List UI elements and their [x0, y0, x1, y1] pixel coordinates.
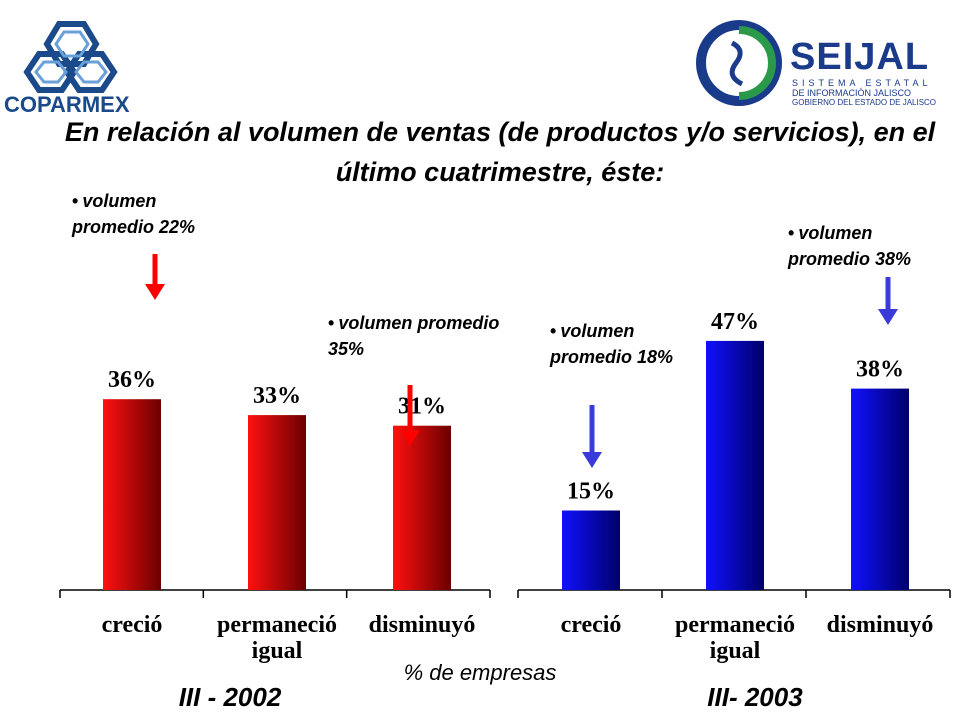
- chart-title: En relación al volumen de ventas (de pro…: [64, 117, 936, 187]
- seijal-line1: SISTEMA ESTATAL: [792, 78, 932, 88]
- arrow-left-creci-head: [145, 284, 165, 300]
- seijal-line2: DE INFORMACIÓN JALISCO: [792, 88, 912, 98]
- axis-title: % de empresas: [403, 660, 557, 685]
- right-bar-2: [851, 388, 909, 590]
- period-left: III - 2002: [178, 682, 282, 712]
- left-category-label-2: disminuyó: [369, 612, 476, 638]
- period-right: III- 2003: [707, 682, 803, 712]
- right-value-label-0: 15%: [567, 479, 615, 505]
- arrow-right-dism-head: [878, 309, 898, 325]
- note-left-dism-text: volumen promedio 35%: [328, 313, 500, 359]
- left-value-label-2: 31%: [398, 394, 446, 420]
- seijal-emblem-icon: [696, 20, 782, 106]
- right-value-label-2: 38%: [856, 357, 904, 383]
- coparmex-logo: COPARMEX: [4, 14, 154, 124]
- left-bar-1: [248, 415, 306, 590]
- note-right-dism-text: volumen promedio 38%: [788, 223, 912, 269]
- note-right-creci-text: volumen promedio 18%: [550, 321, 674, 367]
- note-left-dism: • volumen promedio 35%: [328, 313, 500, 359]
- left-category-label-1: igual: [252, 638, 303, 664]
- seijal-line3: GOBIERNO DEL ESTADO DE JALISCO: [792, 98, 937, 107]
- left-bar-0: [103, 399, 161, 590]
- right-category-label-2: disminuyó: [827, 612, 934, 638]
- right-category-label-1: igual: [710, 638, 761, 664]
- note-right-dism: • volumen promedio 38%: [788, 223, 912, 269]
- note-right-creci: • volumen promedio 18%: [550, 321, 674, 367]
- seijal-brand: SEIJAL: [790, 36, 930, 78]
- left-value-label-0: 36%: [108, 367, 156, 393]
- arrow-right-creci-head: [582, 452, 602, 468]
- right-bar-1: [706, 340, 764, 590]
- left-category-label-1: permaneció: [217, 612, 337, 638]
- left-value-label-1: 33%: [253, 383, 301, 409]
- note-left-creci: • volumen promedio 22%: [72, 191, 196, 237]
- right-value-label-1: 47%: [711, 309, 759, 335]
- seijal-logo: SEIJAL SISTEMA ESTATAL DE INFORMACIÓN JA…: [694, 18, 944, 108]
- right-category-label-0: creció: [561, 612, 622, 638]
- coparmex-wordmark: COPARMEX: [4, 92, 130, 117]
- right-bar-0: [562, 510, 620, 590]
- right-category-label-1: permaneció: [675, 612, 795, 638]
- coparmex-emblem-icon: [23, 21, 118, 93]
- left-category-label-0: creció: [102, 612, 163, 638]
- arrow-left-dism-head: [400, 430, 420, 446]
- note-left-creci-text: volumen promedio 22%: [72, 191, 196, 237]
- left-bar-2: [393, 425, 451, 590]
